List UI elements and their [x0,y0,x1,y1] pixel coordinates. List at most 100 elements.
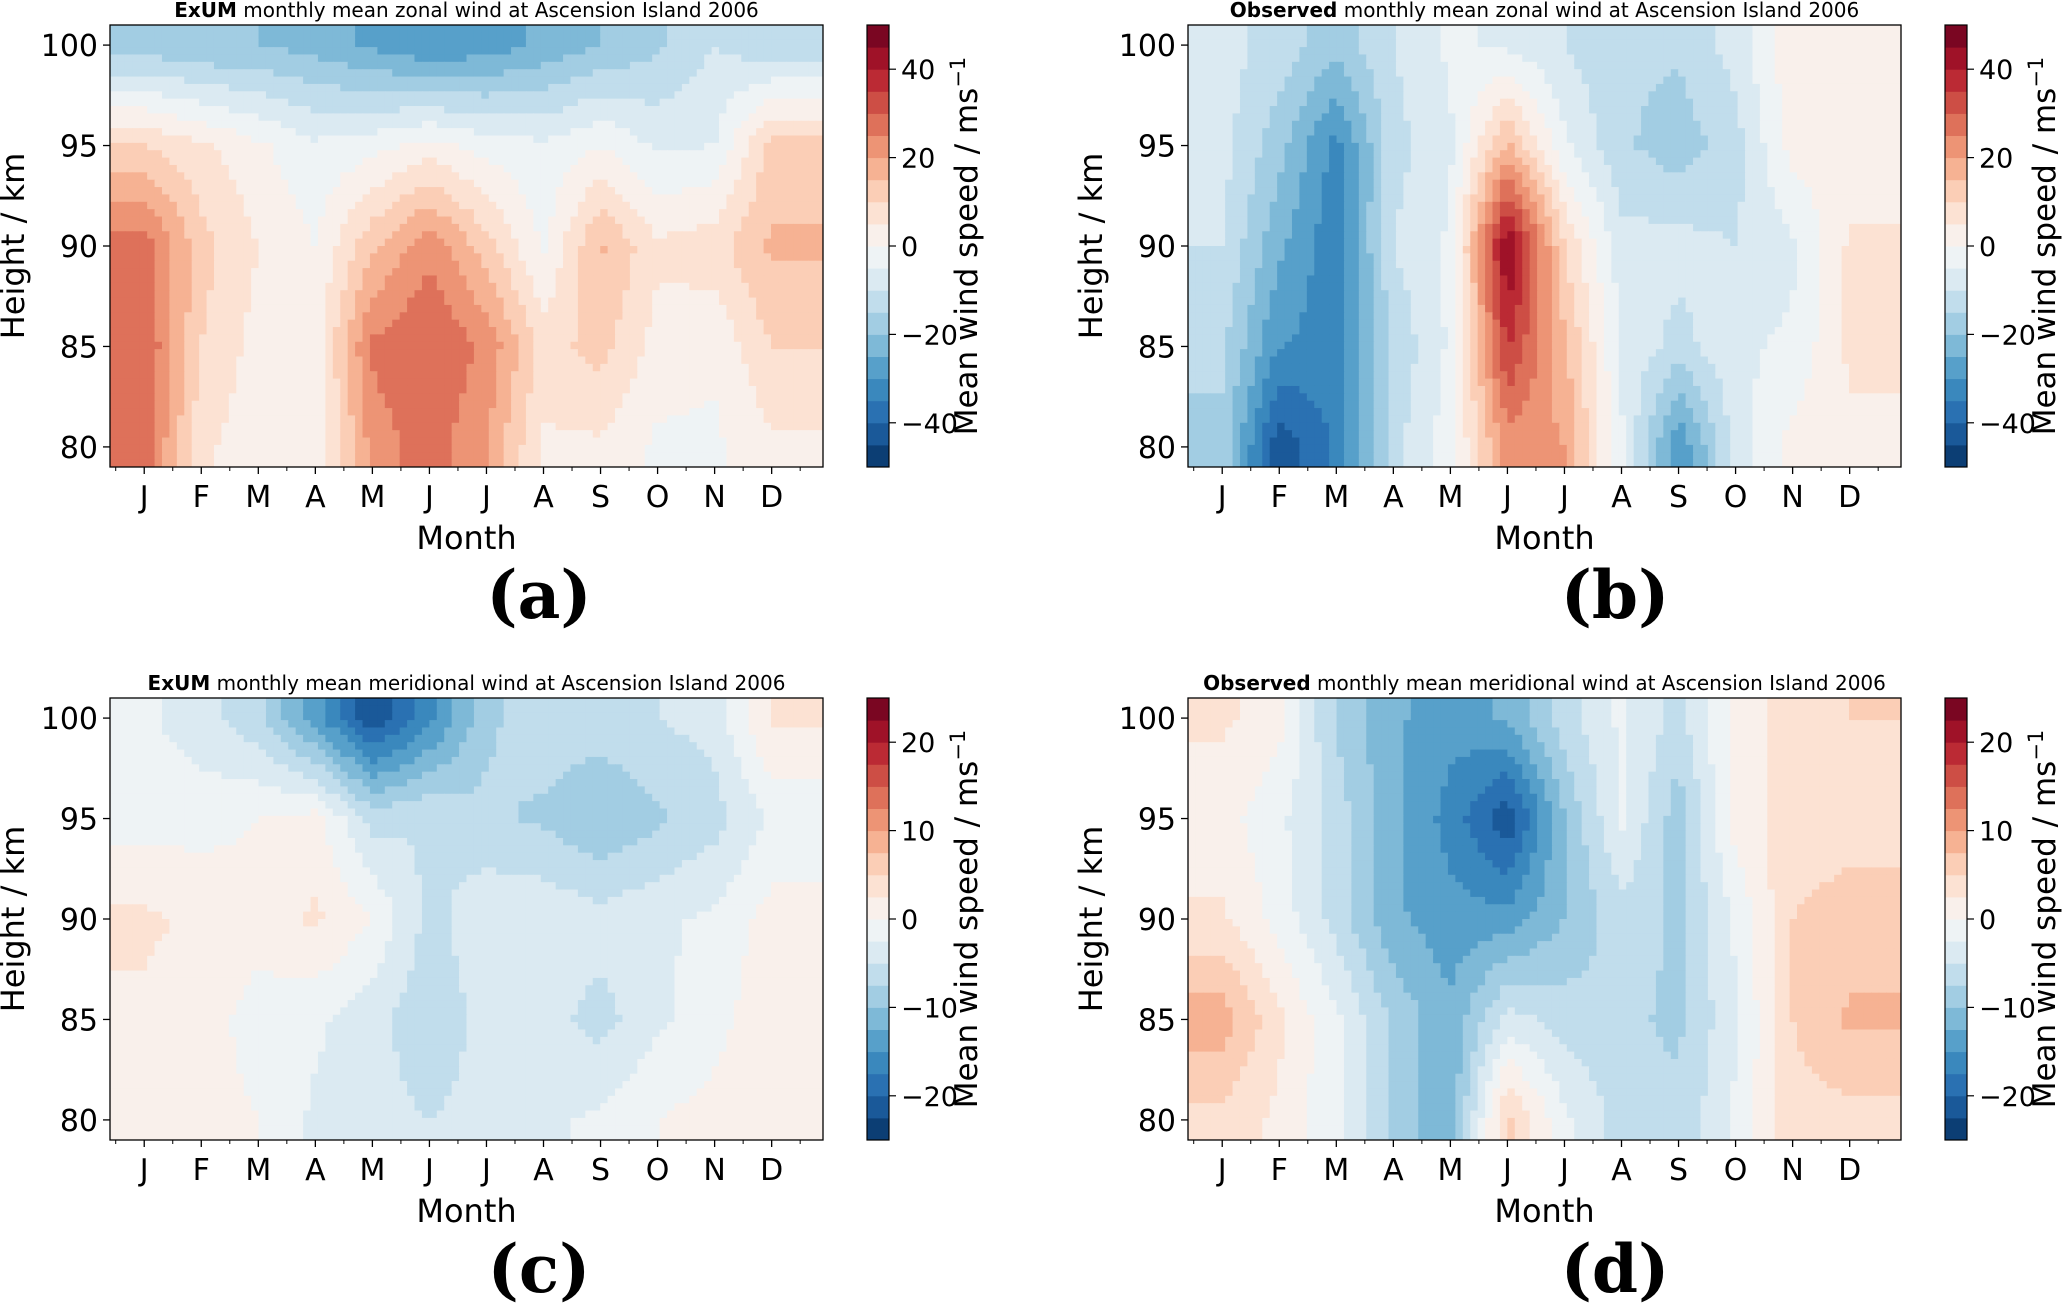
colorbar-level [867,91,889,114]
y-tick-label: 90 [60,903,98,938]
colorbar-level [867,312,889,335]
x-tick-label: S [591,480,610,515]
colorbar-level [867,25,889,48]
x-tick-label: M [245,480,271,515]
y-tick-label: 85 [1138,330,1176,365]
colorbar-label-superscript: −1 [2024,730,2048,761]
x-tick-label: M [1437,480,1463,515]
colorbar-level [867,742,889,765]
colorbar-level [867,290,889,313]
colorbar-level [1945,91,1967,114]
colorbar-level [1945,830,1967,854]
x-tick-label: A [1383,1153,1404,1188]
colorbar-tick-label: −20 [901,1082,958,1113]
x-tick-label: F [1271,1153,1288,1188]
colorbar-tick-label: 20 [901,144,935,175]
x-tick-label: J [1216,480,1227,515]
colorbar-level [1945,720,1967,743]
x-tick-label: N [1781,480,1803,515]
colorbar-label-text: Mean wind speed / ms [949,88,985,436]
x-tick-label: M [245,1153,271,1188]
panel-label: (c) [488,1230,591,1308]
colorbar-level [1945,852,1967,876]
colorbar-level [867,246,889,269]
colorbar-level [867,47,889,70]
y-tick-label: 80 [1138,431,1176,466]
x-tick-label: N [703,480,725,515]
colorbar-level [1945,444,1967,468]
colorbar-level [867,223,889,247]
x-tick-label: M [1437,1153,1463,1188]
colorbar-level [867,720,889,743]
wind-field [1188,25,1901,467]
y-tick-label: 100 [41,702,98,737]
colorbar-level [867,963,889,986]
colorbar-level [867,919,889,942]
colorbar-label: Mean wind speed / ms−1 [2024,730,2063,1109]
colorbar-label: Mean wind speed / ms−1 [946,730,985,1109]
x-tick-label: J [1558,1153,1569,1188]
colorbar-level [867,378,889,402]
colorbar-level [1945,1029,1967,1053]
x-axis-label: Month [1494,519,1594,557]
colorbar-level [867,852,889,876]
chart-title-bold: ExUM [148,671,211,695]
x-axis-label: Month [416,1192,516,1230]
colorbar-level [867,896,889,920]
x-tick-label: J [1501,480,1512,515]
y-axis-label: Height / km [1072,153,1110,340]
y-axis-label: Height / km [1072,826,1110,1013]
colorbar-level [867,334,889,357]
colorbar-tick-label: 20 [901,728,935,759]
colorbar-level [1945,312,1967,335]
colorbar-level [1945,201,1967,225]
colorbar-tick-label: −40 [1979,409,2036,440]
colorbar-tick-label: −20 [1979,320,2036,351]
colorbar-level [1945,896,1967,920]
colorbar-level [1945,356,1967,380]
chart-title-bold: ExUM [174,0,237,22]
y-tick-label: 90 [1138,230,1176,265]
colorbar-level [867,1073,889,1097]
colorbar-level [1945,69,1967,92]
colorbar-tick-label: −10 [1979,993,2036,1024]
colorbar-level [867,786,889,809]
colorbar-level [867,874,889,898]
chart-title-bold: Observed [1230,0,1338,22]
colorbar-level [1945,400,1967,424]
colorbar-level [1945,1007,1967,1030]
colorbar-level [867,830,889,854]
x-axis-label: Month [1494,1192,1594,1230]
x-tick-label: A [305,480,326,515]
x-tick-label: O [646,1153,670,1188]
x-tick-label: N [1781,1153,1803,1188]
colorbar-label: Mean wind speed / ms−1 [2024,57,2063,436]
colorbar-tick-label: 20 [1979,144,2013,175]
colorbar-level [1945,334,1967,357]
chart-title: ExUM monthly mean zonal wind at Ascensio… [174,0,759,22]
x-tick-label: N [703,1153,725,1188]
x-tick-label: O [1724,480,1748,515]
colorbar-level [1945,1051,1967,1075]
colorbar-label-text: Mean wind speed / ms [2027,761,2063,1109]
colorbar-level [1945,422,1967,446]
x-tick-label: O [1724,1153,1748,1188]
colorbar-tick-label: 20 [1979,728,2013,759]
colorbar-level [1945,808,1967,832]
x-tick-label: S [1669,1153,1688,1188]
x-tick-label: D [760,1153,783,1188]
colorbar-tick-label: 10 [1979,817,2013,848]
colorbar-level [867,356,889,380]
y-tick-label: 85 [60,330,98,365]
colorbar-level [1945,985,1967,1008]
colorbar-tick-label: 40 [901,55,935,86]
colorbar-label-superscript: −1 [946,57,970,88]
colorbar-level [1945,135,1967,159]
panel-b: Observed monthly mean zonal wind at Asce… [1072,0,2063,634]
panel-label: (b) [1561,556,1670,634]
wind-field [110,25,823,467]
x-tick-label: F [193,1153,210,1188]
colorbar-tick-label: 0 [1979,232,1996,263]
colorbar-level [867,444,889,468]
